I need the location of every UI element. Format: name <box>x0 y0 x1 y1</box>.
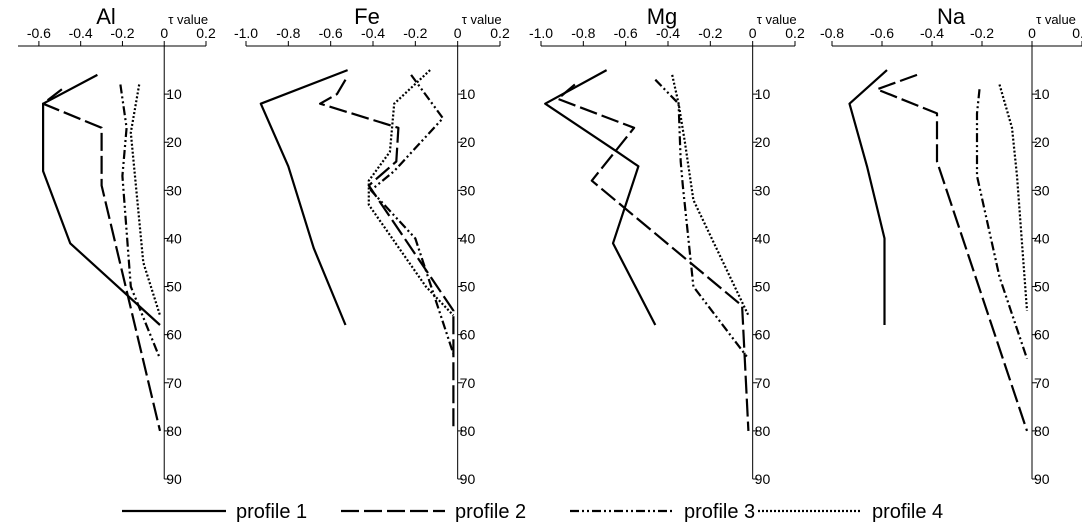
y-tick-label: 50 <box>1034 279 1050 295</box>
x-tick-label: -0.8 <box>276 25 300 41</box>
y-tick-label: 90 <box>166 471 182 487</box>
y-tick-label: 50 <box>755 279 771 295</box>
x-tick-label: -1.0 <box>529 25 553 41</box>
panel-mg: Mg τ value -1.0 -0.8 -0.6 -0.4 -0.2 0 0.2 10 20 30 4… <box>529 4 805 487</box>
panel-al: Al τ value -0.6 -0.4 -0.2 0 0.2 10 20 30 40 50 60 70 8… <box>18 4 216 487</box>
x-tick-label: -0.6 <box>27 25 51 41</box>
series-line-profile-2 <box>556 83 750 431</box>
legend: profile 1 profile 2 profile 3 profile 4 <box>122 501 943 523</box>
x-tick-label: 0.2 <box>196 25 216 41</box>
legend-label: profile 4 <box>872 501 943 523</box>
x-tick-label: 0 <box>160 25 168 41</box>
x-tick-label: 0 <box>749 25 757 41</box>
x-axis-label: τ value <box>757 12 797 27</box>
legend-item-profile-2: profile 2 <box>341 501 526 523</box>
panel-title: Fe <box>354 4 380 29</box>
legend-label: profile 1 <box>236 501 307 523</box>
x-tick-label: -0.6 <box>319 25 343 41</box>
y-tick-label: 60 <box>755 327 771 343</box>
x-axis-label: τ value <box>168 12 208 27</box>
x-axis-label: τ value <box>462 12 502 27</box>
legend-item-profile-3: profile 3 <box>570 501 755 523</box>
y-tick-label: 80 <box>460 423 476 439</box>
x-tick-label: -0.6 <box>870 25 894 41</box>
series-line-profile-1 <box>259 69 348 326</box>
series-line-profile-4 <box>367 69 455 317</box>
y-tick-label: 80 <box>755 423 771 439</box>
panel-title: Na <box>937 4 966 29</box>
series-line-profile-1 <box>41 73 161 326</box>
y-tick-label: 90 <box>1034 471 1050 487</box>
series-line-profile-1 <box>848 69 888 325</box>
x-tick-label: -0.6 <box>614 25 638 41</box>
y-tick-label: 50 <box>460 279 476 295</box>
x-tick-label: 0 <box>454 25 462 41</box>
y-tick-label: 40 <box>755 230 771 246</box>
y-tick-label: 40 <box>166 230 182 246</box>
y-tick-label: 30 <box>460 182 476 198</box>
panel-fe: Fe τ value -1.0 -0.8 -0.6 -0.4 -0.2 0 0.2 10 20 30 4… <box>234 4 510 487</box>
legend-item-profile-4: profile 4 <box>758 501 943 523</box>
series-line-profile-4 <box>129 84 162 316</box>
panel-title: Al <box>96 4 116 29</box>
y-tick-label: 50 <box>166 279 182 295</box>
y-tick-label: 60 <box>1034 327 1050 343</box>
y-tick-label: 10 <box>1034 86 1050 102</box>
legend-label: profile 3 <box>684 501 755 523</box>
x-tick-label: -1.0 <box>234 25 258 41</box>
series-line-profile-2 <box>319 79 455 431</box>
y-tick-label: 90 <box>755 471 771 487</box>
series-line-profile-2 <box>875 73 1029 432</box>
x-tick-label: 0 <box>1028 25 1036 41</box>
x-axis-label: τ value <box>1036 12 1076 27</box>
x-tick-label: -0.4 <box>361 25 385 41</box>
x-tick-label: 0.2 <box>785 25 805 41</box>
legend-label: profile 2 <box>455 501 526 523</box>
x-tick-label: -0.2 <box>970 25 994 41</box>
y-tick-label: 20 <box>1034 134 1050 150</box>
x-tick-label: -0.2 <box>698 25 722 41</box>
x-tick-label: -0.4 <box>920 25 944 41</box>
y-tick-label: 30 <box>166 182 182 198</box>
y-tick-label: 40 <box>1034 230 1050 246</box>
panel-na: Na τ value -0.8 -0.6 -0.4 -0.2 0 0.2 10 20 30 40 50 6… <box>820 4 1082 487</box>
y-tick-label: 80 <box>1034 423 1050 439</box>
y-tick-label: 30 <box>1034 182 1050 198</box>
y-tick-label: 20 <box>460 134 476 150</box>
y-tick-label: 70 <box>166 375 182 391</box>
y-tick-label: 10 <box>755 86 771 102</box>
x-tick-label: 0.2 <box>490 25 510 41</box>
y-tick-label: 80 <box>166 423 182 439</box>
x-tick-label: -0.4 <box>656 25 680 41</box>
series-line-profile-4 <box>998 84 1029 311</box>
series-line-profile-2 <box>41 88 162 432</box>
series-line-profile-3 <box>369 74 455 355</box>
legend-item-profile-1: profile 1 <box>122 501 307 523</box>
y-tick-label: 10 <box>166 86 182 102</box>
y-tick-label: 70 <box>755 375 771 391</box>
panels-layer: Al τ value -0.6 -0.4 -0.2 0 0.2 10 20 30 40 50 60 70 8… <box>18 4 1082 487</box>
series-line-profile-1 <box>544 69 657 326</box>
y-tick-label: 20 <box>755 134 771 150</box>
y-tick-label: 70 <box>1034 375 1050 391</box>
series-line-profile-4 <box>671 74 750 316</box>
x-tick-label: -0.8 <box>571 25 595 41</box>
y-tick-label: 10 <box>460 86 476 102</box>
y-tick-label: 60 <box>166 327 182 343</box>
series-line-profile-3 <box>654 78 750 360</box>
y-tick-label: 70 <box>460 375 476 391</box>
y-tick-label: 40 <box>460 230 476 246</box>
y-tick-label: 60 <box>460 327 476 343</box>
x-tick-label: -0.4 <box>69 25 93 41</box>
y-tick-label: 20 <box>166 134 182 150</box>
series-line-profile-3 <box>119 84 162 360</box>
x-tick-label: -0.2 <box>110 25 134 41</box>
x-tick-label: -0.8 <box>820 25 844 41</box>
y-tick-label: 90 <box>460 471 476 487</box>
x-tick-label: 0.2 <box>1072 25 1082 41</box>
x-tick-label: -0.2 <box>403 25 427 41</box>
y-tick-label: 30 <box>755 182 771 198</box>
panel-title: Mg <box>647 4 678 29</box>
